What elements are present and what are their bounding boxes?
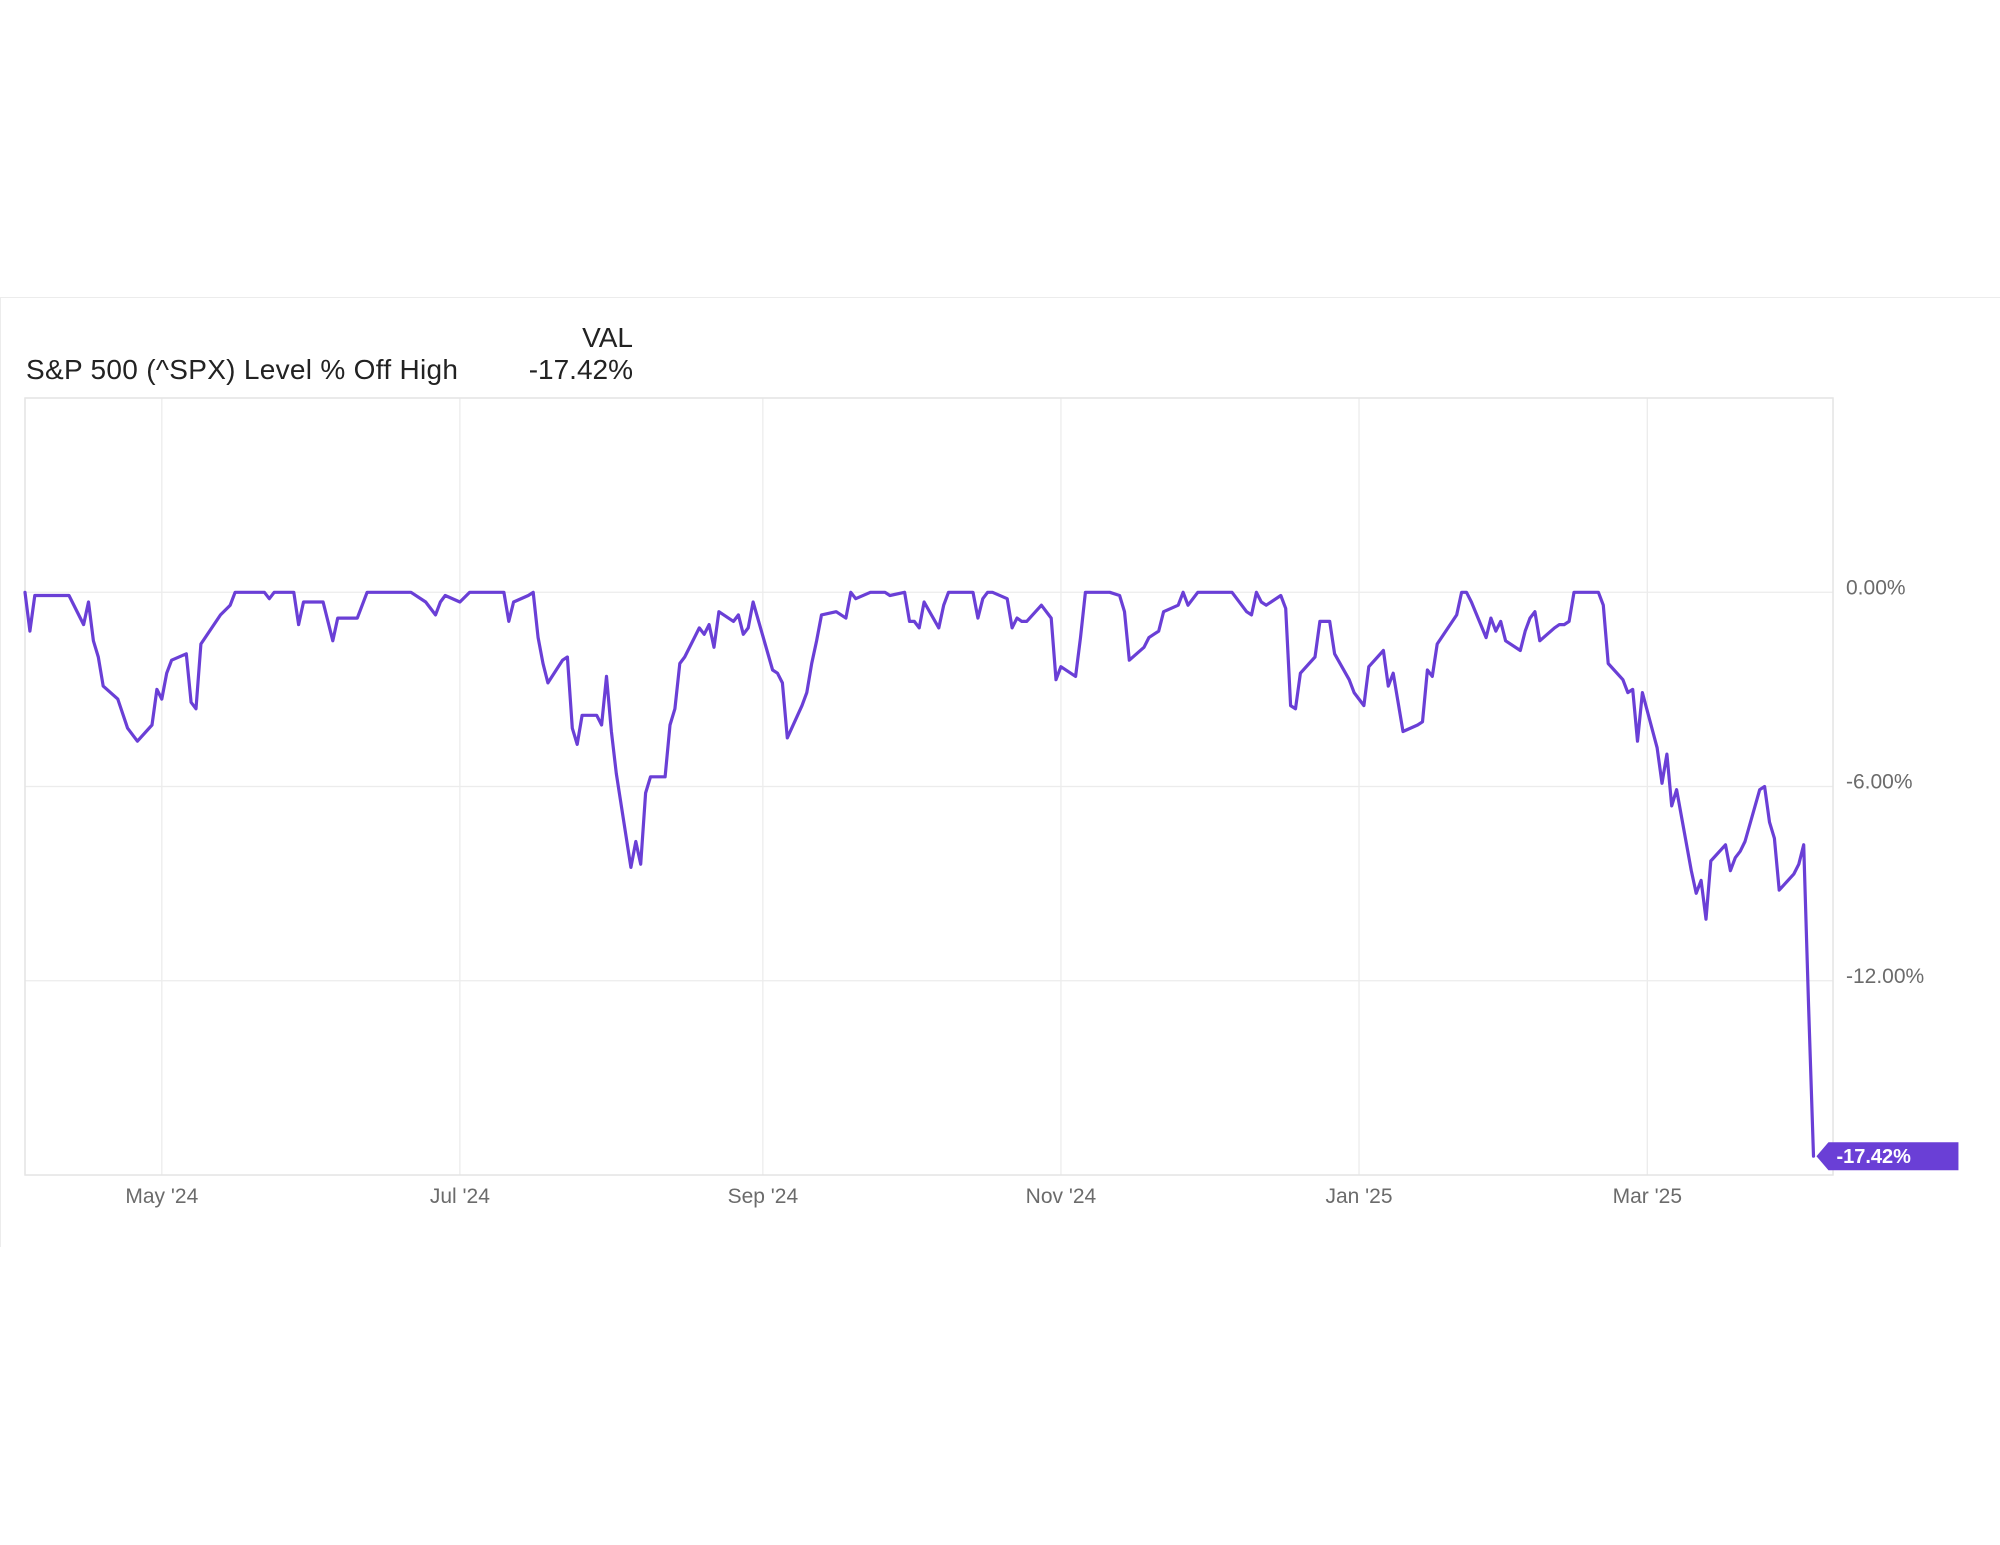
last-value-flag: -17.42% — [1816, 1142, 1959, 1171]
gridlines — [25, 398, 1833, 1175]
x-tick-label: Jan '25 — [1325, 1185, 1392, 1208]
x-tick-label: Nov '24 — [1026, 1185, 1097, 1208]
last-value-flag-shape — [1816, 1142, 1959, 1171]
y-tick-label: -12.00% — [1846, 965, 1924, 988]
legend-series-value: -17.42% — [528, 354, 633, 385]
series-line[interactable] — [23, 590, 1816, 1158]
x-tick-label: May '24 — [125, 1185, 198, 1208]
x-tick-label: Jul '24 — [430, 1185, 490, 1208]
x-tick-label: Mar '25 — [1613, 1185, 1682, 1208]
x-tick-labels: May '24 Jul '24 Sep '24 Nov '24 Jan '25 Mar '… — [125, 1185, 1682, 1208]
plot-area-frame — [24, 397, 1834, 1176]
legend-value-header: VAL — [582, 322, 633, 353]
legend-series-name[interactable]: S&P 500 (^SPX) Level % Off High — [26, 354, 459, 385]
last-value-flag-label: -17.42% — [1836, 1146, 1911, 1168]
y-tick-label: -6.00% — [1846, 771, 1913, 794]
y-tick-labels: 0.00% -6.00% -12.00% — [1846, 576, 1924, 988]
x-tick-label: Sep '24 — [728, 1185, 799, 1208]
chart-panel — [0, 297, 2000, 1247]
y-tick-label: 0.00% — [1846, 576, 1906, 599]
